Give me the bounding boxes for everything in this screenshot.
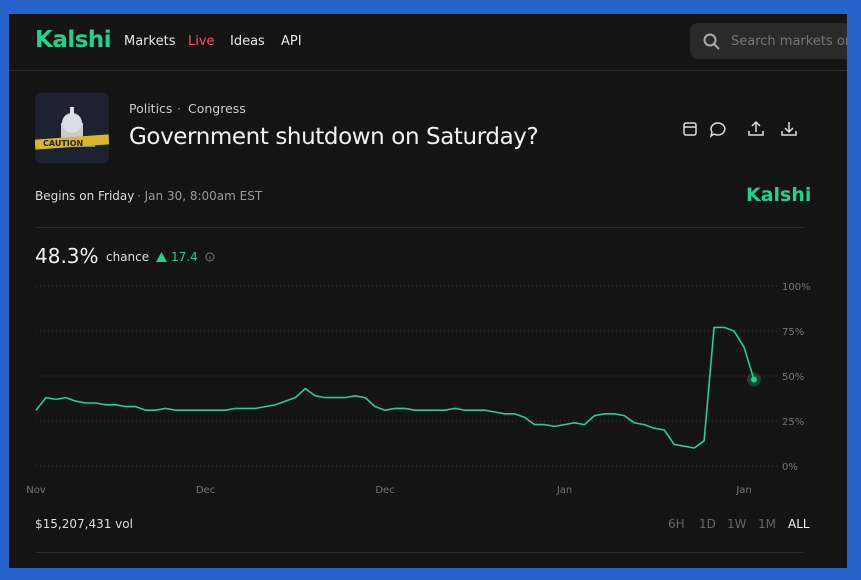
range-button[interactable]: 1D — [699, 517, 716, 531]
subcategory[interactable]: Congress — [188, 101, 246, 116]
line-series — [35, 326, 755, 449]
range-button[interactable]: 6H — [668, 517, 685, 531]
y-tick-label: 50% — [782, 372, 804, 383]
chart: 0% 25% 50% 75% 100% Nov Dec Dec Jan Jan — [26, 282, 811, 496]
y-tick-label: 25% — [782, 417, 804, 428]
divider — [9, 70, 847, 71]
x-tick-label: Dec — [375, 485, 394, 496]
watermark: Kalshi — [746, 184, 812, 206]
x-tick-label: Dec — [196, 485, 215, 496]
volume: $15,207,431 vol — [35, 517, 133, 531]
market-image: CAUTION — [35, 93, 109, 163]
nav-link[interactable]: API — [281, 34, 302, 49]
nav-link[interactable]: Markets — [124, 34, 176, 49]
market-title: Government shutdown on Saturday? — [129, 124, 539, 150]
logo[interactable]: Kalshi — [35, 27, 112, 53]
panel: Kalshi Markets Live Ideas API Search mar… — [9, 14, 847, 568]
range-button[interactable]: ALL — [788, 517, 810, 531]
nav-link[interactable]: Ideas — [230, 34, 265, 49]
chance-label: chance — [106, 250, 150, 264]
divider — [35, 552, 803, 553]
nav-link[interactable]: Live — [188, 34, 215, 49]
action-icons[interactable] — [681, 119, 806, 139]
y-tick-label: 0% — [782, 462, 798, 473]
change: 17.4 — [171, 250, 198, 264]
range-button[interactable]: 1M — [758, 517, 776, 531]
separator: · — [177, 101, 181, 116]
x-tick-label: Jan — [556, 485, 572, 496]
close-date: · Jan 30, 8:00am EST — [137, 189, 263, 203]
range-button[interactable]: 1W — [727, 517, 747, 531]
begins: Begins on Friday — [35, 189, 135, 203]
x-tick-label: Nov — [26, 485, 46, 496]
up-arrow — [156, 252, 167, 262]
y-tick-label: 75% — [782, 327, 804, 338]
search-icon — [703, 33, 720, 50]
search-placeholder[interactable]: Search markets or — [731, 34, 847, 49]
divider — [35, 227, 803, 228]
info-icon[interactable] — [205, 252, 215, 262]
x-tick-label: Jan — [735, 485, 751, 496]
svg-text:CAUTION: CAUTION — [43, 139, 83, 148]
chance-value: 48.3% — [35, 244, 99, 268]
y-tick-label: 100% — [782, 282, 811, 293]
current-point — [751, 376, 757, 383]
category[interactable]: Politics — [129, 101, 173, 116]
